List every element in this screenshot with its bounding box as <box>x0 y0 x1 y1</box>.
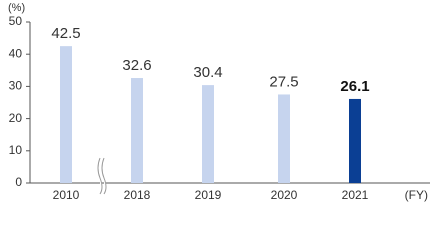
x-tick-label: 2020 <box>271 188 298 202</box>
x-tick-label: 2010 <box>53 188 80 202</box>
y-tick-label: 0 <box>15 175 22 189</box>
bar <box>349 98 361 183</box>
y-tick-label: 50 <box>9 14 23 28</box>
y-unit: (%) <box>8 2 25 14</box>
x-unit: (FY) <box>405 188 428 202</box>
bar <box>60 46 72 184</box>
axis-break <box>97 157 107 195</box>
value-label: 26.1 <box>340 78 369 95</box>
bar <box>131 78 143 183</box>
x-tick-label: 2018 <box>124 188 151 202</box>
x-tick-label: 2019 <box>195 188 222 202</box>
y-tick-label: 10 <box>9 143 23 157</box>
y-tick-label: 20 <box>9 111 23 125</box>
y-tick-label: 40 <box>9 46 23 60</box>
value-label: 42.5 <box>51 25 80 42</box>
chart: (%) (FY) 0 10 20 30 40 50 2010 42.5 2018 32.6 2019… <box>8 2 430 202</box>
bar <box>278 94 290 183</box>
bar <box>202 85 214 183</box>
x-tick-label: 2021 <box>342 188 369 202</box>
value-label: 32.6 <box>122 57 151 74</box>
y-tick-label: 30 <box>9 79 23 93</box>
value-label: 27.5 <box>269 73 298 90</box>
value-label: 30.4 <box>193 64 222 81</box>
